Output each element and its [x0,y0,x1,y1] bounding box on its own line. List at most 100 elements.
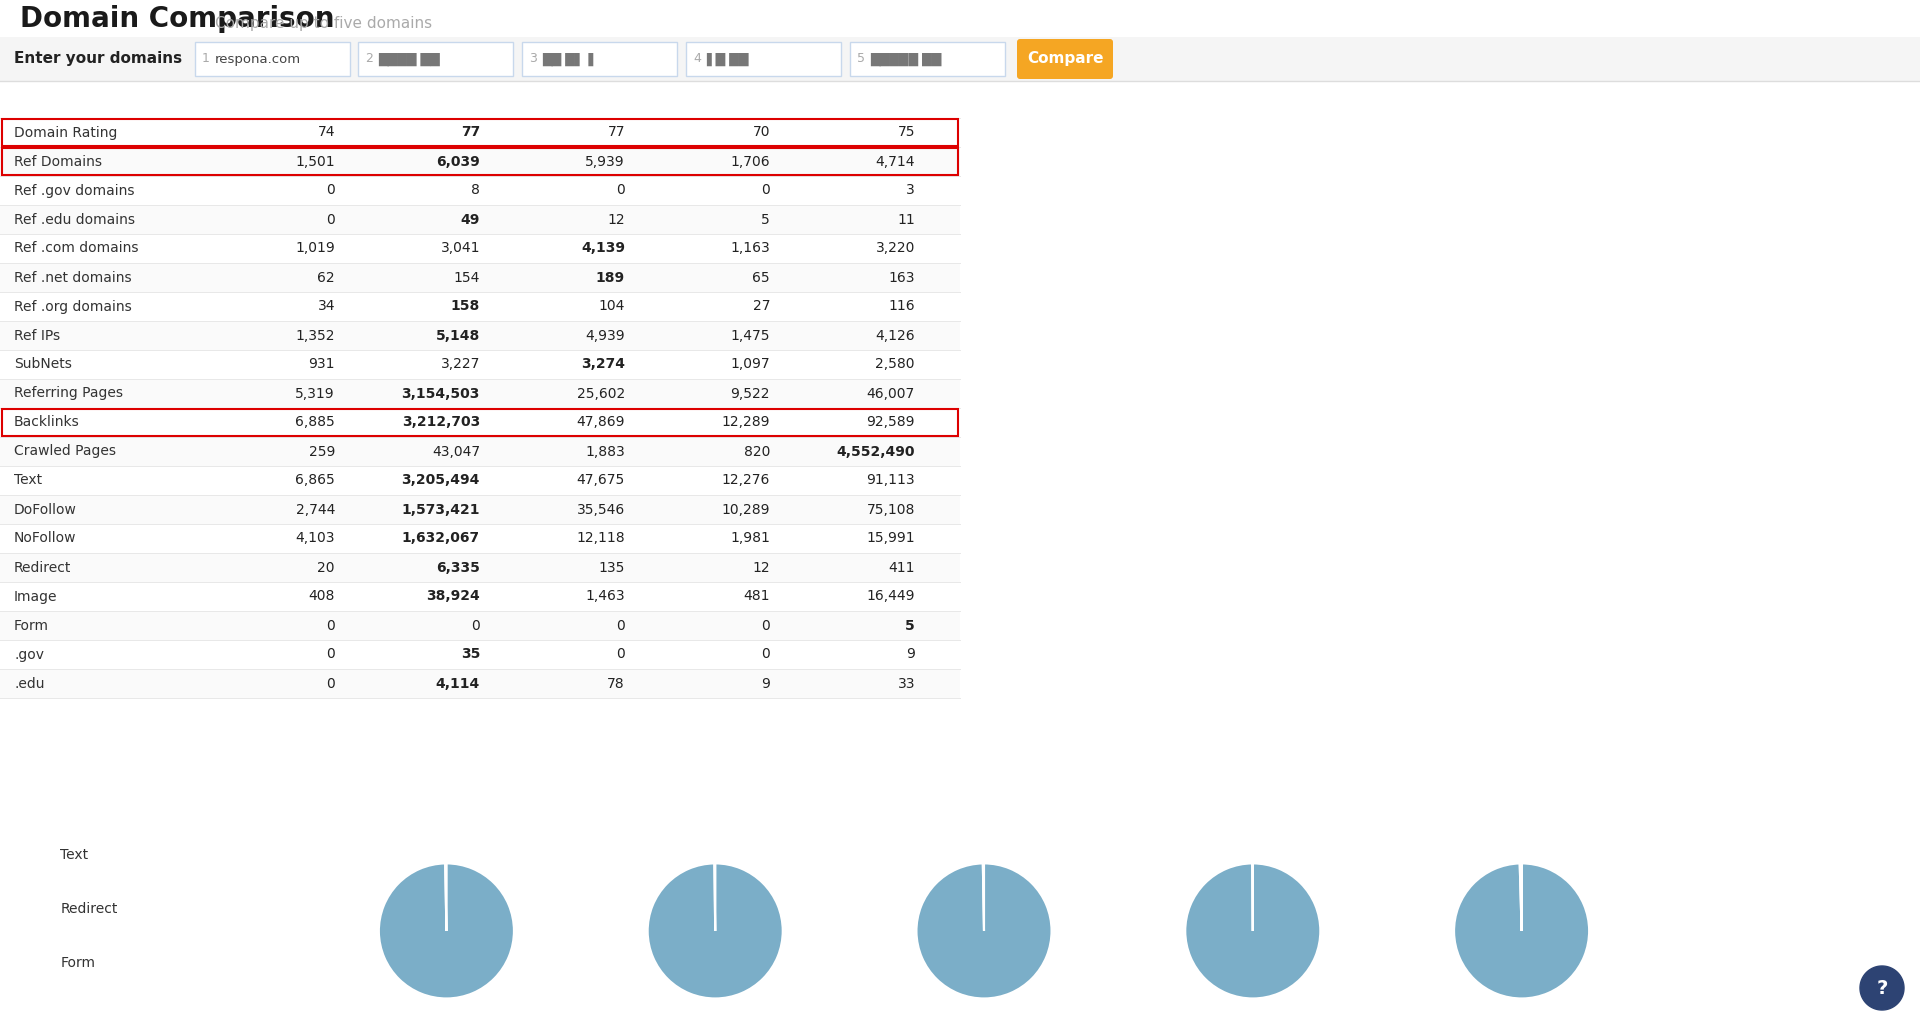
Text: 5: 5 [856,52,866,65]
Text: 1,352: 1,352 [296,328,334,343]
Text: Form: Form [61,957,96,970]
Text: 1,981: 1,981 [730,532,770,545]
Text: Ref .edu domains: Ref .edu domains [13,213,134,226]
Text: 92,589: 92,589 [866,415,916,430]
Bar [0,582,960,611]
Text: 3,227: 3,227 [440,357,480,371]
Bar [0,205,960,234]
Text: 1: 1 [202,52,209,65]
Text: 12: 12 [607,213,626,226]
Text: 8: 8 [470,183,480,197]
Text: ████ ██: ████ ██ [378,52,440,65]
Text: Text: Text [13,474,42,488]
Text: 1,573,421: 1,573,421 [401,502,480,517]
Text: 77: 77 [461,126,480,139]
Text: Domain Rating: Domain Rating [13,126,117,139]
Text: 0: 0 [760,183,770,197]
Bar [0,379,960,408]
Text: 3,041: 3,041 [440,241,480,256]
Bar [0,524,960,553]
Text: 6,885: 6,885 [296,415,334,430]
Text: 34: 34 [317,300,334,313]
Bar [0,234,960,263]
Text: 3: 3 [906,183,916,197]
Text: Ref IPs: Ref IPs [13,328,60,343]
Text: 16,449: 16,449 [866,589,916,604]
Text: 3,274: 3,274 [582,357,626,371]
Text: 3,220: 3,220 [876,241,916,256]
Bar [0,37,1920,81]
Text: Compare: Compare [1027,51,1104,66]
Text: 5,319: 5,319 [296,387,334,400]
Text: 4,552,490: 4,552,490 [837,445,916,458]
Bar [0,147,960,176]
Text: 0: 0 [760,648,770,662]
Text: 4: 4 [693,52,701,65]
Text: 0: 0 [326,676,334,691]
Text: Domain Comparison: Domain Comparison [19,5,334,33]
Text: 0: 0 [760,619,770,632]
Text: 0: 0 [616,648,626,662]
Text: 2,580: 2,580 [876,357,916,371]
Text: 5: 5 [760,213,770,226]
Text: 4,139: 4,139 [582,241,626,256]
Text: 12: 12 [753,561,770,575]
Text: 6,039: 6,039 [436,154,480,169]
Text: 5,148: 5,148 [436,328,480,343]
Text: 38,924: 38,924 [426,589,480,604]
Text: 47,675: 47,675 [576,474,626,488]
Text: 0: 0 [326,183,334,197]
Text: 4,114: 4,114 [436,676,480,691]
Bar [0,263,960,292]
Text: 9: 9 [906,648,916,662]
Text: 47,869: 47,869 [576,415,626,430]
Text: 43,047: 43,047 [432,445,480,458]
Text: 481: 481 [743,589,770,604]
Text: Text: Text [61,848,88,862]
Text: respona.com: respona.com [215,52,301,65]
Text: 1,475: 1,475 [730,328,770,343]
Text: 27: 27 [753,300,770,313]
Text: 6,865: 6,865 [296,474,334,488]
Text: 2,744: 2,744 [296,502,334,517]
Bar [0,118,960,147]
Text: 104: 104 [599,300,626,313]
Text: 25,602: 25,602 [576,387,626,400]
Bar [0,292,960,321]
Text: ?: ? [1876,979,1887,997]
Text: 931: 931 [309,357,334,371]
Text: ██ █▌ ▌: ██ █▌ ▌ [541,52,599,65]
Text: 33: 33 [897,676,916,691]
Bar [0,495,960,524]
Text: 91,113: 91,113 [866,474,916,488]
Text: Redirect: Redirect [61,902,117,916]
Bar [2,119,958,146]
Text: 408: 408 [309,589,334,604]
Text: 9,522: 9,522 [730,387,770,400]
Bar [0,408,960,437]
Text: 163: 163 [889,270,916,284]
Text: 116: 116 [889,300,916,313]
Text: 12,276: 12,276 [722,474,770,488]
Text: 1,463: 1,463 [586,589,626,604]
Wedge shape [647,863,783,998]
Text: 12,289: 12,289 [722,415,770,430]
Text: DoFollow: DoFollow [13,502,77,517]
Text: 49: 49 [461,213,480,226]
Text: .gov: .gov [13,648,44,662]
Text: 0: 0 [470,619,480,632]
Text: Image: Image [13,589,58,604]
Text: 78: 78 [607,676,626,691]
Bar [0,611,960,640]
Polygon shape [1860,966,1905,1010]
Text: 1,501: 1,501 [296,154,334,169]
Text: 5,939: 5,939 [586,154,626,169]
Text: 820: 820 [743,445,770,458]
Wedge shape [1453,863,1590,998]
Text: 4,939: 4,939 [586,328,626,343]
Text: Ref .gov domains: Ref .gov domains [13,183,134,197]
Wedge shape [1185,863,1321,998]
Text: Redirect: Redirect [13,561,71,575]
Text: 0: 0 [326,213,334,226]
Text: 135: 135 [599,561,626,575]
